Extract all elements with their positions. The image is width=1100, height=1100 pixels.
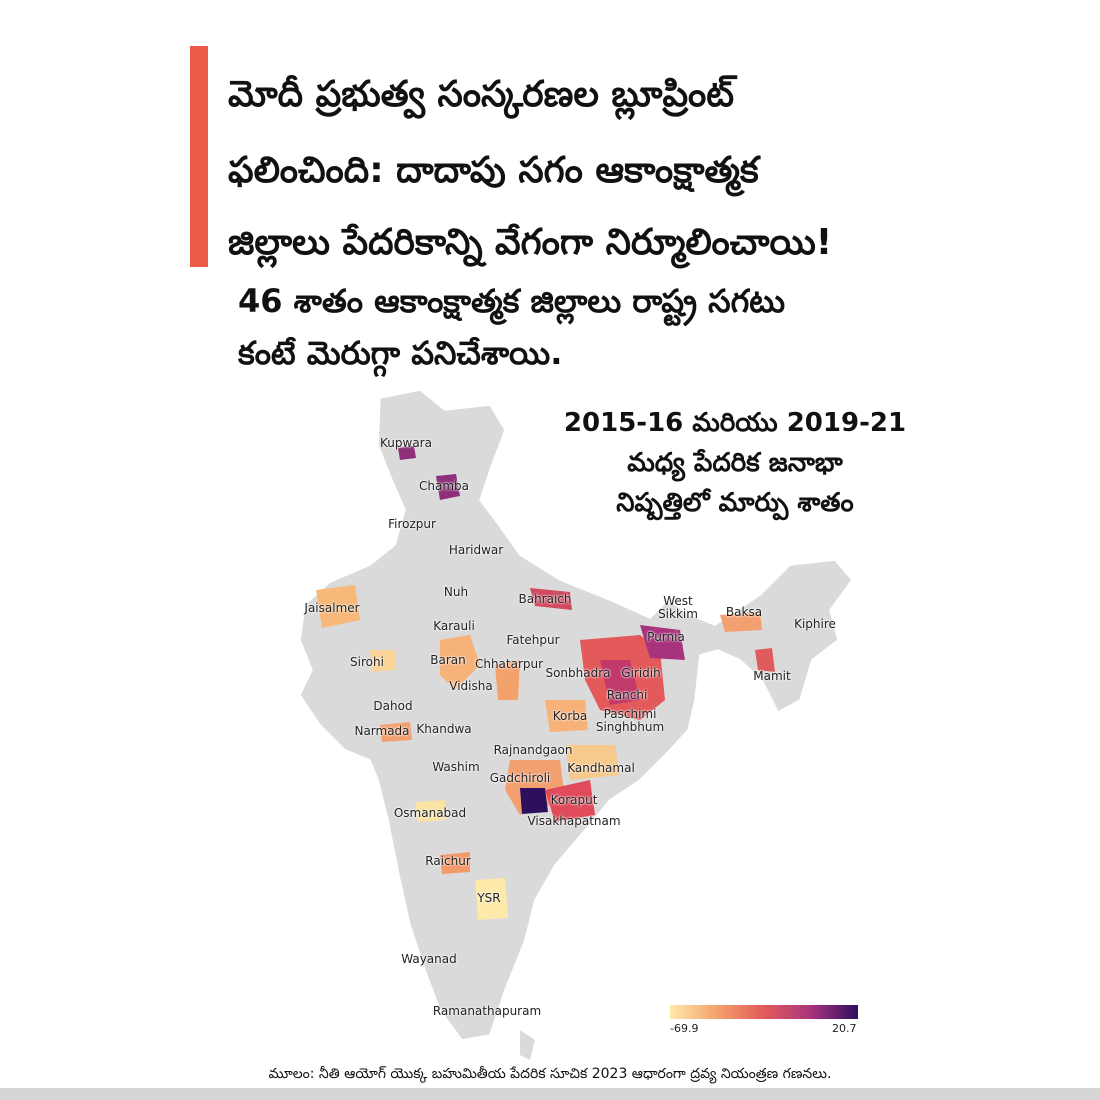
district-label: Baksa <box>725 605 763 619</box>
subheadline: 46 శాతం ఆకాంక్షాత్మక జిల్లాలు రాష్ట్ర సగ… <box>238 282 786 320</box>
district-label: Baran <box>430 653 466 667</box>
district-label: Jaisalmer <box>304 601 360 615</box>
sri-lanka <box>520 1030 535 1060</box>
headline: మోదీ ప్రభుత్వ సంస్కరణల బ్లూప్రింట్ <box>228 74 735 115</box>
district-label: Khandwa <box>416 722 472 736</box>
map-title: నిష్పత్తిలో మార్పు శాతం <box>616 488 854 518</box>
district-label: Firozpur <box>388 517 436 531</box>
district-label: Kupwara <box>380 436 432 450</box>
colorbar-min: -69.9 <box>670 1022 699 1035</box>
district-label: West Sikkim <box>658 594 698 621</box>
district-label: Kandhamal <box>567 761 635 775</box>
district-label: Dahod <box>373 699 413 713</box>
source: మూలం: నీతి ఆయోగ్ యొక్క బహుమితీయ పేదరిక స… <box>268 1066 832 1082</box>
district-label: Koraput <box>550 793 598 807</box>
district-label: YSR <box>477 891 501 905</box>
map-title: 2015-16 మరియు 2019-21 <box>563 408 907 438</box>
district-label: Rajnandgaon <box>493 743 573 757</box>
district-label: Bahraich <box>518 592 572 606</box>
colorbar <box>670 1005 858 1019</box>
district-label: Osmanabad <box>393 806 467 820</box>
district-label: Nuh <box>443 585 469 599</box>
district-label: Washim <box>432 760 480 774</box>
district-label: Wayanad <box>401 952 457 966</box>
district-label: Sonbhadra <box>545 666 611 680</box>
colorbar-max: 20.7 <box>832 1022 857 1035</box>
headline: ఫలించింది: దాదాపు సగం ఆకాంక్షాత్మక <box>228 150 759 191</box>
district-label: Raichur <box>425 854 471 868</box>
subheadline: కంటే మెరుగ్గా పనిచేశాయి. <box>238 334 563 372</box>
district-label: Purnia <box>647 630 685 644</box>
district-label: Fatehpur <box>506 633 560 647</box>
district-label: Ramanathapuram <box>432 1004 542 1018</box>
district-label: Karauli <box>433 619 475 633</box>
district-label: Mamit <box>753 669 791 683</box>
district-patches <box>316 446 775 920</box>
district-label: Giridih <box>621 666 661 680</box>
map-title: మధ్య పేదరిక జనాభా <box>627 448 843 478</box>
district-label: Paschimi Singhbhum <box>595 707 665 734</box>
district-label: Korba <box>552 709 588 723</box>
district-label: Kiphire <box>794 617 836 631</box>
district-label: Gadchiroli <box>489 771 551 785</box>
district-label: Ranchi <box>606 688 648 702</box>
bottom-strip <box>0 1088 1100 1100</box>
district-label: Vidisha <box>449 679 493 693</box>
district-label: Narmada <box>354 724 410 738</box>
headline: జిల్లాలు పేదరికాన్ని వేగంగా నిర్మూలించాయ… <box>228 222 833 263</box>
district-label: Haridwar <box>448 543 504 557</box>
accent-bar <box>190 46 208 267</box>
district-label: Visakhapatnam <box>527 814 621 828</box>
district-label: Chamba <box>419 479 469 493</box>
district-label: Sirohi <box>350 655 384 669</box>
district-label: Chhatarpur <box>474 657 544 671</box>
